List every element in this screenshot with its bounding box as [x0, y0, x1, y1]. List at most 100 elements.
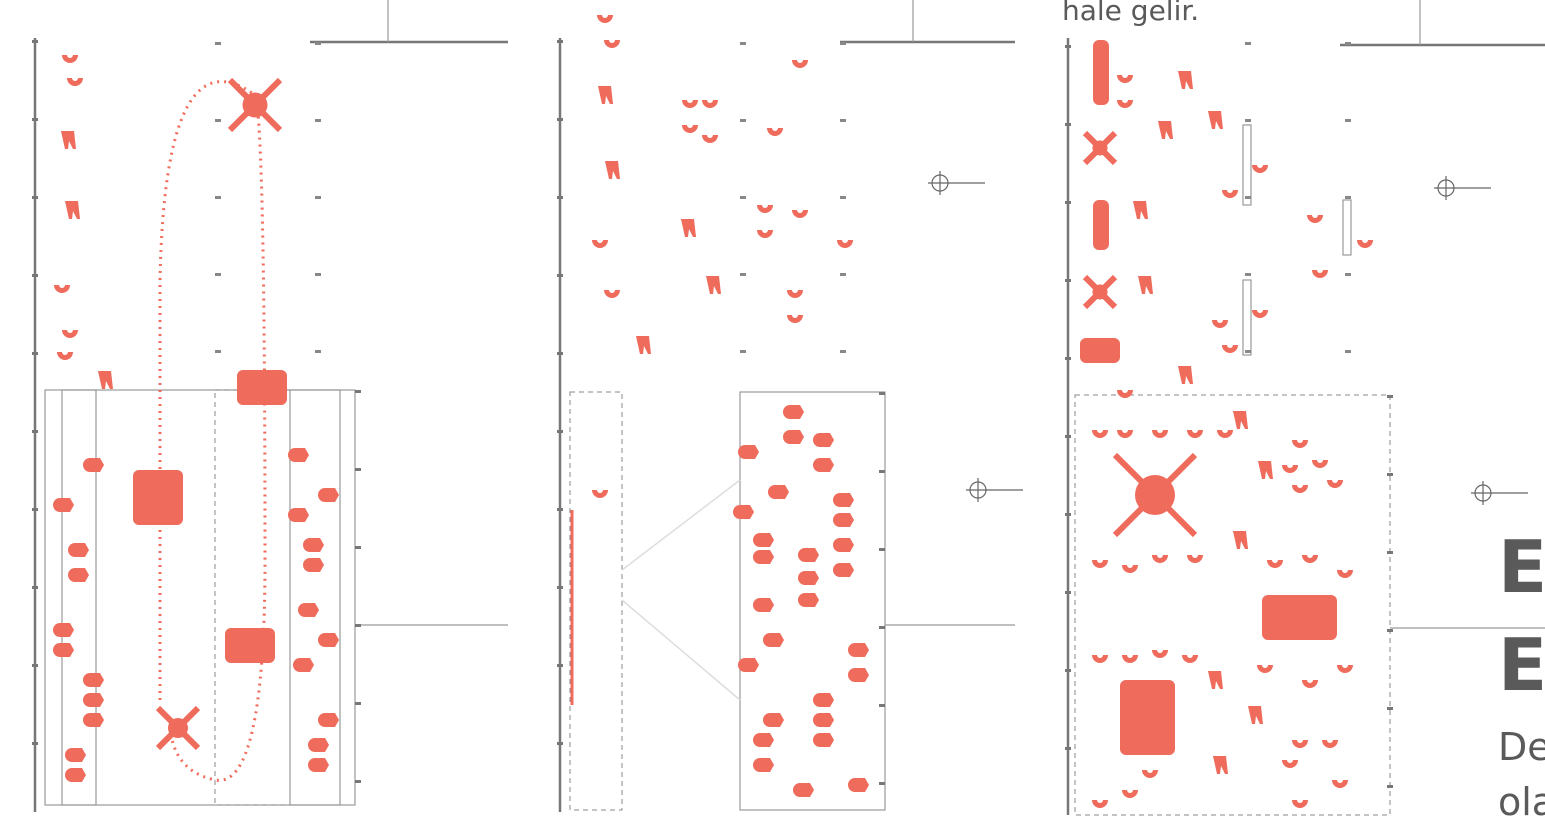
grid-dot	[215, 119, 221, 122]
chair	[1292, 440, 1308, 448]
ruler-tick	[557, 196, 563, 199]
stool	[65, 201, 80, 219]
heading: E	[1498, 525, 1545, 609]
chair	[1267, 560, 1283, 568]
chair	[1092, 800, 1108, 808]
chair	[1252, 165, 1268, 173]
ruler-tick	[1387, 785, 1393, 788]
chair	[1302, 555, 1318, 563]
seat	[83, 713, 104, 727]
chair	[1282, 760, 1298, 768]
stool	[1208, 111, 1223, 129]
stool	[61, 131, 76, 149]
chair	[1302, 680, 1318, 688]
grid-dot	[840, 350, 846, 353]
level-mark	[928, 171, 985, 195]
chair	[1327, 480, 1343, 488]
stool	[605, 161, 620, 179]
circulation-path	[158, 80, 267, 782]
table	[168, 718, 188, 738]
chair	[62, 330, 78, 338]
stool	[1138, 276, 1153, 294]
chair	[1117, 430, 1133, 438]
chair	[1187, 430, 1203, 438]
chair	[62, 55, 78, 63]
ruler-tick	[557, 664, 563, 667]
ruler-tick	[32, 586, 38, 589]
ruler-tick	[879, 704, 885, 707]
chair	[604, 290, 620, 298]
seat	[318, 713, 339, 727]
ruler-tick	[879, 392, 885, 395]
stool	[1178, 366, 1193, 384]
grid-dot	[1245, 350, 1251, 353]
seat	[753, 733, 774, 747]
seat	[813, 713, 834, 727]
chair	[792, 60, 808, 68]
chair	[1092, 655, 1108, 663]
chair	[1307, 215, 1323, 223]
grid-dot	[840, 196, 846, 199]
ruler-tick	[1387, 551, 1393, 554]
seat	[783, 405, 804, 419]
seat	[53, 623, 74, 637]
chair	[1142, 770, 1158, 778]
stool	[636, 336, 651, 354]
level-mark	[1471, 481, 1528, 505]
chair	[1337, 570, 1353, 578]
seat	[848, 778, 869, 792]
ruler-tick	[1387, 395, 1393, 398]
chair	[1257, 665, 1273, 673]
chair	[57, 352, 73, 360]
chair	[787, 290, 803, 298]
seat	[753, 533, 774, 547]
seat	[813, 733, 834, 747]
chair	[67, 78, 83, 86]
plan-panel-2	[558, 0, 1015, 812]
grid-dot	[1345, 196, 1351, 199]
grid-dot	[840, 273, 846, 276]
seat	[318, 488, 339, 502]
ruler-tick	[355, 702, 361, 705]
chair	[1337, 665, 1353, 673]
seat	[298, 603, 319, 617]
grid-dot	[740, 196, 746, 199]
chair	[837, 240, 853, 248]
ruler-tick	[1065, 435, 1071, 438]
ruler-tick	[557, 40, 563, 43]
stool	[1133, 201, 1148, 219]
stool	[1158, 121, 1173, 139]
ruler-tick	[32, 196, 38, 199]
ruler-tick	[355, 780, 361, 783]
chair	[1292, 485, 1308, 493]
ruler-tick	[355, 546, 361, 549]
seat	[293, 658, 314, 672]
ruler-tick	[32, 742, 38, 745]
body-text: De	[1498, 725, 1545, 769]
seat	[288, 508, 309, 522]
seat	[768, 485, 789, 499]
table	[1135, 475, 1175, 515]
grid-dot	[840, 119, 846, 122]
seat	[733, 505, 754, 519]
chair	[1117, 100, 1133, 108]
chair	[1152, 430, 1168, 438]
table	[1093, 200, 1109, 250]
chair	[1222, 345, 1238, 353]
seat	[833, 538, 854, 552]
ruler-tick	[32, 118, 38, 121]
grid-dot	[740, 42, 746, 45]
grid-dot	[215, 196, 221, 199]
seat	[798, 593, 819, 607]
chair	[597, 15, 613, 23]
ruler-tick	[1387, 473, 1393, 476]
seat	[848, 643, 869, 657]
seat	[308, 758, 329, 772]
chair	[1222, 190, 1238, 198]
ruler-tick	[32, 508, 38, 511]
chair	[767, 128, 783, 136]
chair	[792, 210, 808, 218]
seat	[738, 445, 759, 459]
table	[1120, 680, 1175, 755]
chair	[1312, 270, 1328, 278]
